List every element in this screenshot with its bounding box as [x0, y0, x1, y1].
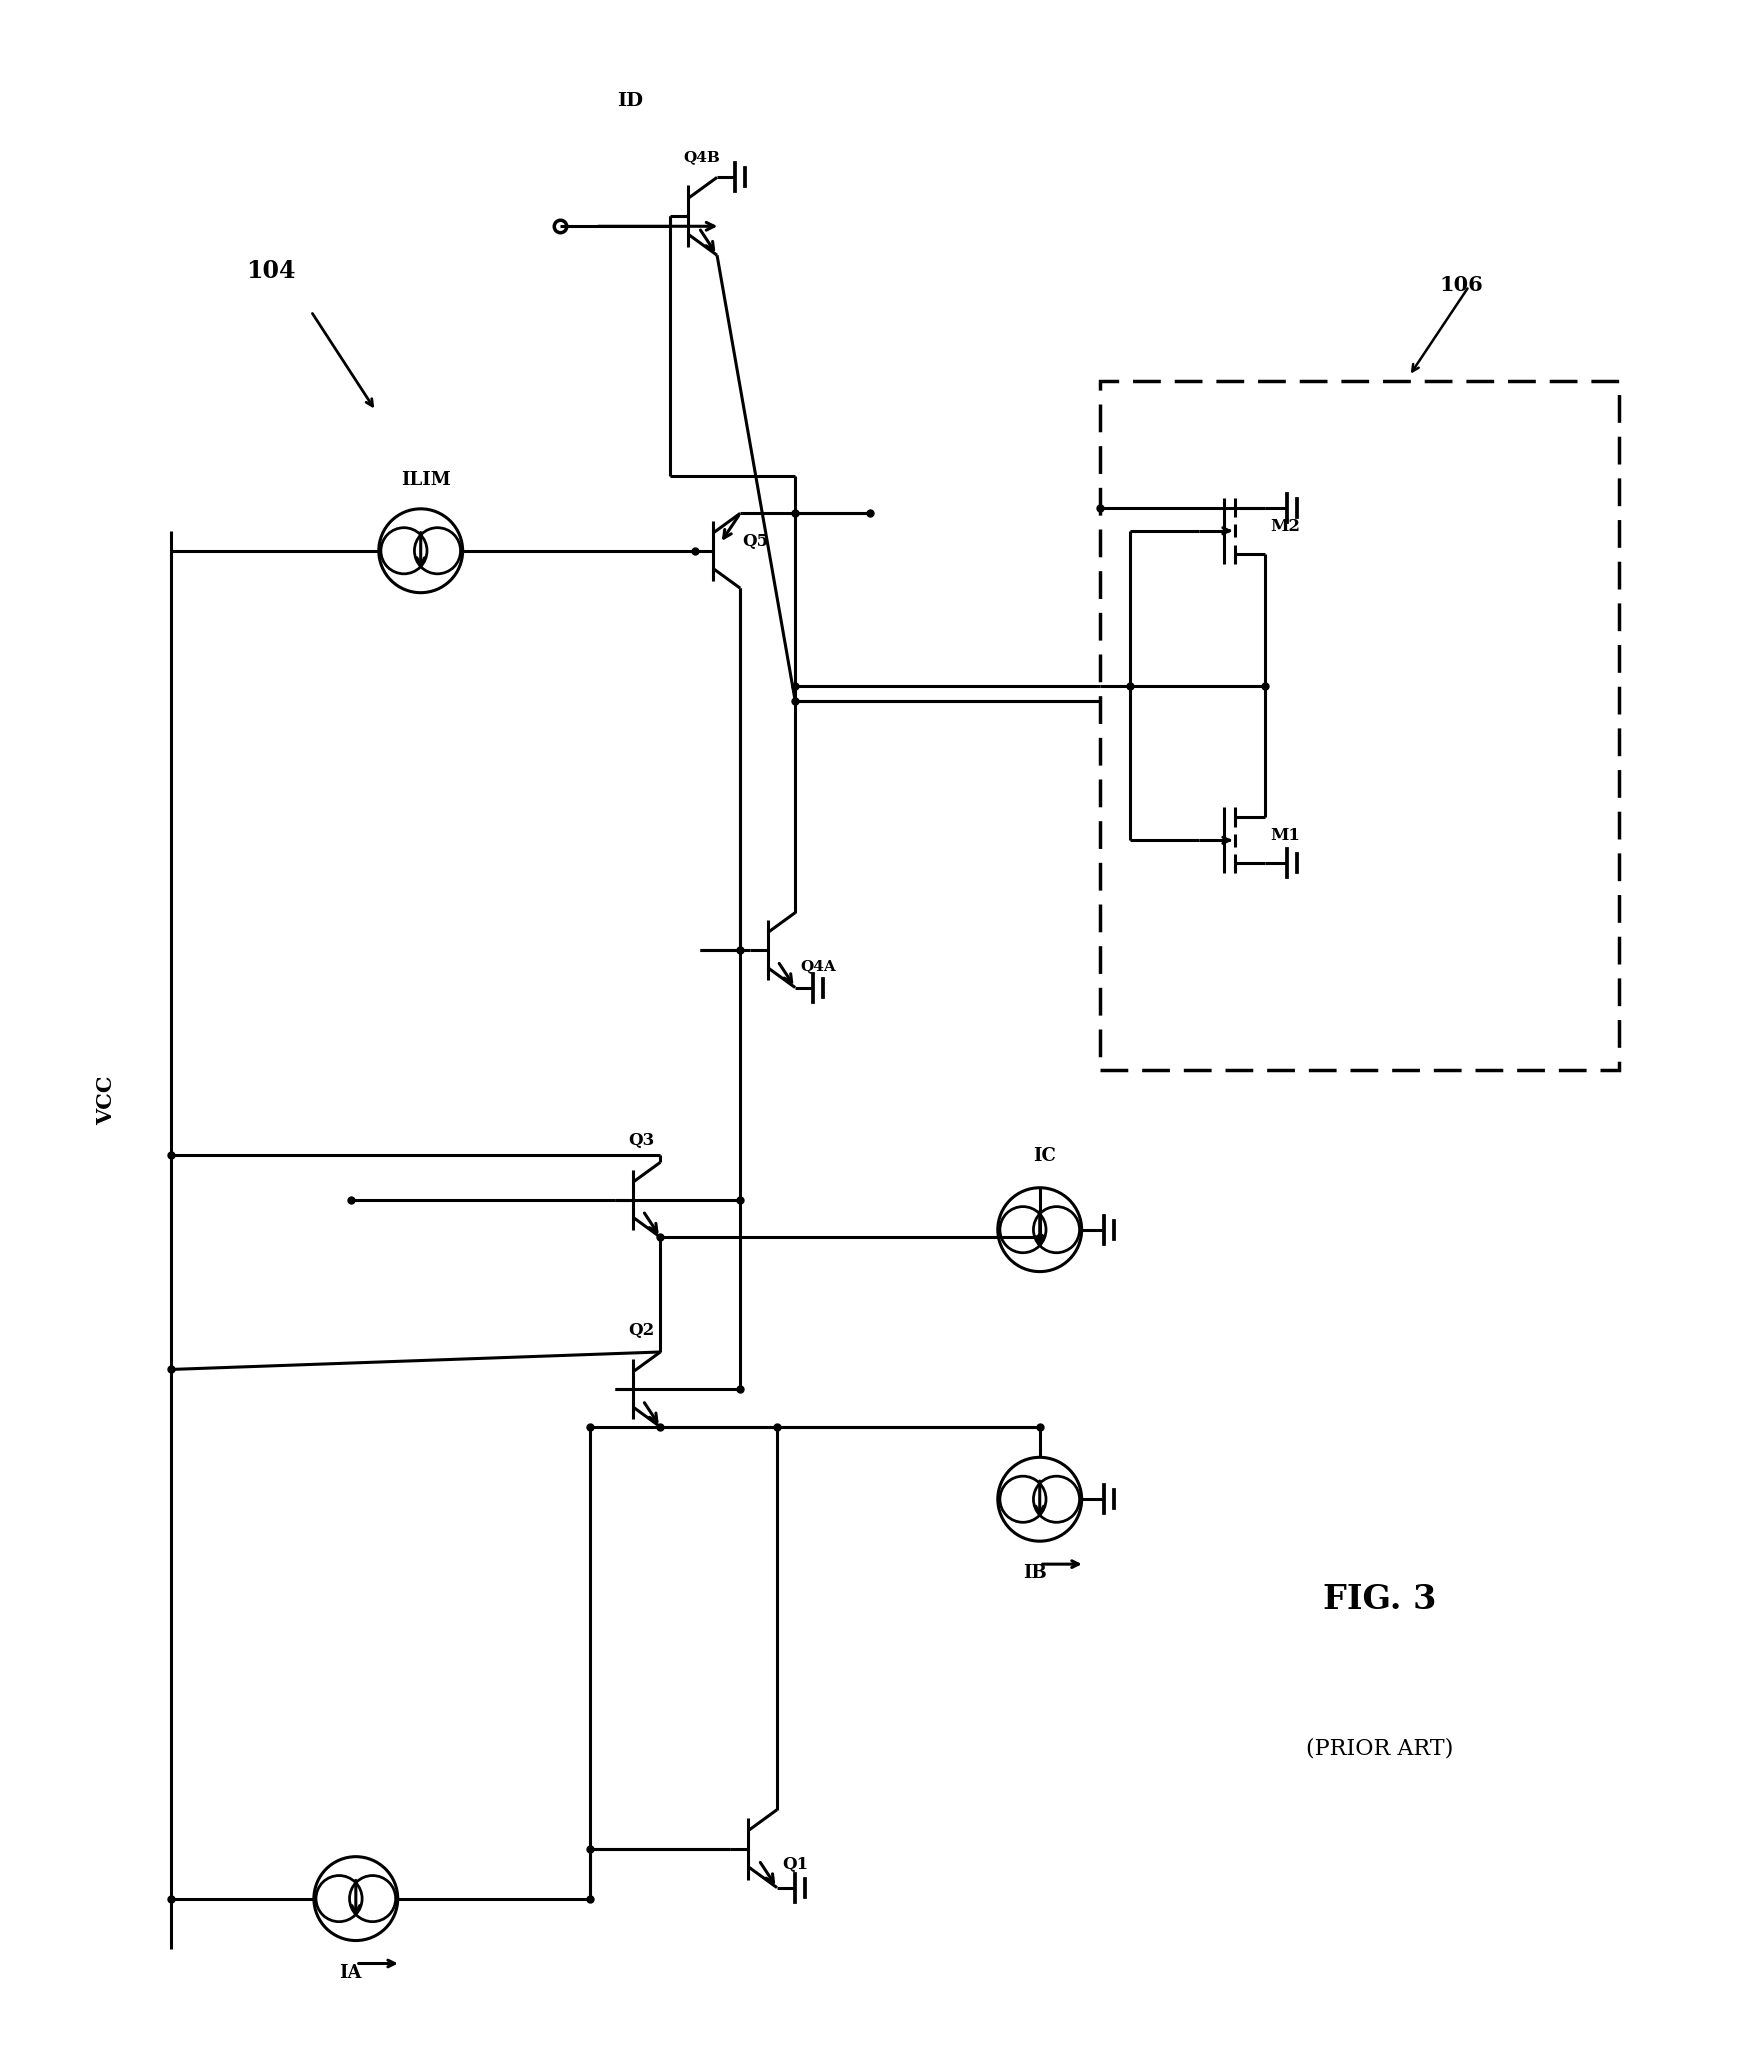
Text: (PRIOR ART): (PRIOR ART) — [1306, 1738, 1453, 1760]
Text: Q4A: Q4A — [800, 959, 836, 973]
Text: VCC: VCC — [96, 1076, 117, 1125]
Text: FIG. 3: FIG. 3 — [1322, 1582, 1435, 1615]
Text: Q4B: Q4B — [683, 150, 721, 164]
Text: M1: M1 — [1271, 828, 1301, 844]
Text: ILIM: ILIM — [402, 471, 450, 490]
Bar — [1100, 381, 1619, 1070]
Text: Q1: Q1 — [782, 1856, 808, 1873]
Text: IC: IC — [1034, 1147, 1056, 1164]
Text: Q5: Q5 — [742, 533, 768, 549]
Text: M2: M2 — [1271, 518, 1301, 535]
Text: Q3: Q3 — [629, 1131, 655, 1149]
Text: 106: 106 — [1439, 275, 1482, 295]
Text: Q2: Q2 — [629, 1322, 655, 1338]
Text: IA: IA — [339, 1963, 361, 1981]
Text: ID: ID — [618, 92, 644, 111]
Text: 104: 104 — [246, 260, 295, 283]
Text: IB: IB — [1023, 1563, 1046, 1582]
